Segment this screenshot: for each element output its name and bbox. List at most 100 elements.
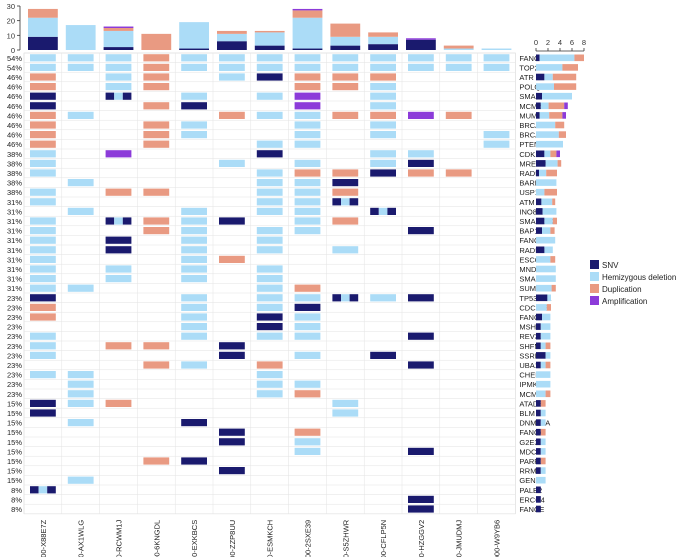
mutation-cell (219, 342, 245, 350)
gene-label: BRCA1 (519, 121, 544, 130)
mutation-cell (143, 188, 170, 196)
mutation-cell (408, 111, 434, 119)
top-axis-tick-label: 0 (11, 46, 15, 55)
mutation-cell (105, 342, 132, 350)
gene-percent-label: 38% (7, 188, 22, 197)
mutation-cell (332, 188, 359, 196)
gene-percent-label: 23% (7, 380, 22, 389)
mutation-cell (30, 102, 56, 110)
right-bar-segment (550, 227, 555, 234)
top-axis-tick-label: 10 (7, 31, 15, 40)
mutation-cell (370, 351, 396, 359)
mutation-cell (105, 236, 132, 244)
mutation-cell (181, 236, 207, 244)
right-bar-segment (562, 64, 578, 71)
right-bar-segment (536, 496, 541, 503)
mutation-cell (294, 227, 321, 235)
right-bar-segment (536, 361, 541, 369)
mutation-cell-part (332, 294, 341, 302)
gene-label: BAP1 (519, 227, 538, 236)
right-bar-segment (536, 112, 540, 119)
right-bar-segment (545, 361, 551, 369)
gene-label: RRM1 (519, 467, 540, 476)
right-bar-segment (536, 371, 551, 378)
gene-percent-label: 23% (7, 294, 22, 303)
right-bar-segment (540, 419, 546, 426)
top-bar-segment (254, 30, 285, 33)
gene-percent-label: 8% (11, 505, 22, 514)
mutation-cell-part (378, 207, 388, 215)
mutation-cell-part (349, 198, 359, 206)
top-bar-segment (254, 32, 285, 46)
mutation-cell (30, 371, 56, 379)
sample-label: C000-2SXE39 (304, 520, 313, 557)
right-bar-segment (536, 64, 563, 71)
top-bar-segment (292, 8, 323, 11)
mutation-cell (30, 92, 56, 100)
mutation-cell (294, 169, 321, 177)
top-axis-tick-label: 20 (7, 17, 15, 26)
gene-label: PALB2 (519, 486, 542, 495)
right-bar-segment (536, 294, 548, 302)
mutation-cell (143, 83, 170, 91)
gene-percent-label: 23% (7, 303, 22, 312)
right-bar-segment (536, 169, 539, 177)
right-bar-segment (536, 73, 545, 81)
right-bar-segment (536, 304, 547, 311)
gene-label: FANCF (519, 236, 544, 245)
mutation-cell (143, 361, 170, 369)
gene-label: G2E3 (519, 438, 538, 447)
gene-label: MND1 (519, 265, 540, 274)
right-bar-segment (536, 160, 546, 167)
right-bar-segment (574, 54, 584, 62)
mutation-cell (370, 63, 396, 71)
right-bar-segment (539, 54, 575, 62)
mutation-cell (370, 73, 396, 81)
mutation-cell (332, 399, 359, 407)
right-bar-segment (550, 150, 557, 158)
right-bar-segment (557, 160, 562, 167)
mutation-cell (30, 54, 56, 62)
mutation-cell (483, 63, 510, 71)
gene-label: MCM2 (519, 102, 541, 111)
right-bar-segment (540, 361, 546, 369)
right-bar-segment (546, 304, 551, 311)
right-bar-segment (536, 83, 554, 90)
mutation-cell (294, 303, 321, 311)
right-bar-segment (540, 400, 546, 407)
right-bar-segment (552, 198, 556, 206)
mutation-cell (181, 121, 207, 129)
gene-label: CDK12 (519, 150, 543, 159)
mutation-cell (408, 227, 434, 235)
mutation-cell (256, 380, 283, 388)
mutation-cell (256, 390, 283, 398)
mutation-cell-part (341, 198, 350, 206)
mutation-cell-part (122, 217, 132, 225)
mutation-cell (408, 159, 434, 167)
sample-label: C000-S5ZHWR (341, 519, 350, 557)
right-bar-segment (536, 150, 545, 158)
mutation-cell (408, 54, 434, 62)
gene-percent-label: 15% (7, 457, 22, 466)
mutation-cell (105, 150, 132, 158)
mutation-cell (294, 294, 321, 302)
gene-percent-label: 46% (7, 92, 22, 101)
gene-percent-label: 23% (7, 323, 22, 332)
mutation-cell (30, 131, 56, 139)
mutation-cell (256, 361, 283, 369)
mutation-cell-part (30, 486, 39, 494)
right-bar-segment (540, 438, 546, 446)
mutation-cell (294, 390, 321, 398)
top-axis-tick-label: 30 (7, 2, 15, 11)
mutation-cell (30, 246, 56, 254)
sample-labels: C000-X88E7Z C000-AX1WLG C000-RCWM1J C000-6K… (39, 519, 502, 557)
mutation-cell-part (387, 207, 396, 215)
mutation-cell (143, 102, 170, 110)
right-bar-segment (536, 332, 541, 340)
mutation-cell (294, 83, 321, 91)
gene-label: IPMK (519, 380, 537, 389)
mutation-cell-part (47, 486, 56, 494)
right-bar-segment (536, 457, 541, 465)
mutation-cell (408, 294, 434, 302)
mutation-cell (332, 111, 359, 119)
